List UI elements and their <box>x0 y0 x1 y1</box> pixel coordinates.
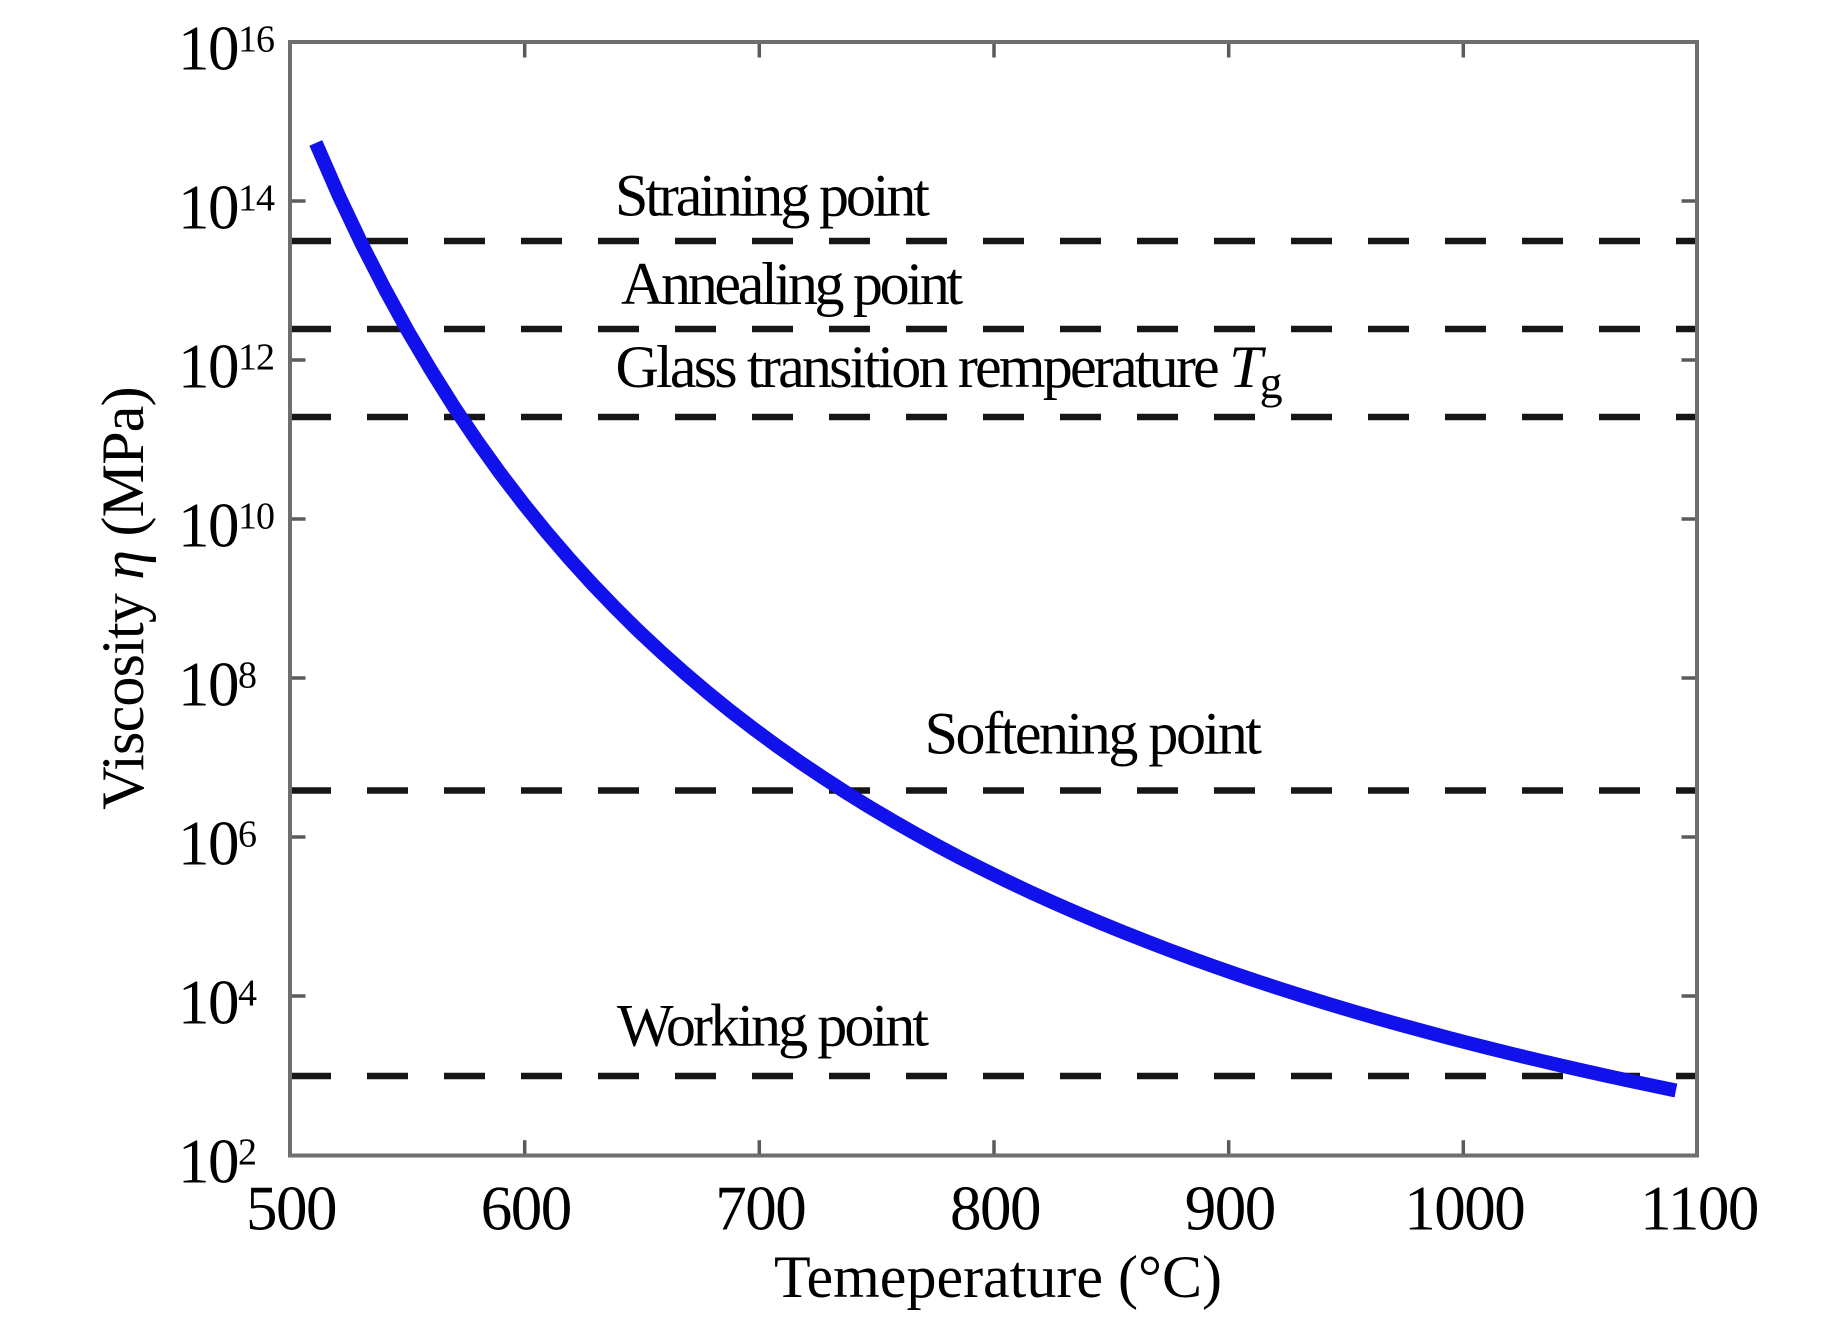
svg-text:4: 4 <box>238 973 257 1015</box>
svg-text:600: 600 <box>481 1174 571 1244</box>
svg-text:900: 900 <box>1185 1174 1275 1244</box>
svg-text:10: 10 <box>178 14 238 84</box>
svg-text:10: 10 <box>178 173 238 243</box>
svg-text:8: 8 <box>238 655 256 697</box>
svg-text:Temeperature (°C): Temeperature (°C) <box>774 1244 1222 1310</box>
svg-text:12: 12 <box>238 337 274 379</box>
svg-text:10: 10 <box>178 809 238 879</box>
svg-text:Working point: Working point <box>617 993 929 1059</box>
svg-text:700: 700 <box>715 1174 805 1244</box>
svg-text:10: 10 <box>178 650 238 720</box>
svg-text:Glass transition remperature T: Glass transition remperature Tg <box>616 334 1283 408</box>
svg-text:10: 10 <box>178 968 238 1038</box>
svg-text:10: 10 <box>178 491 238 561</box>
svg-text:10: 10 <box>178 332 238 402</box>
svg-text:Viscosity η (MPa): Viscosity η (MPa) <box>90 387 156 810</box>
svg-text:1000: 1000 <box>1404 1174 1524 1244</box>
svg-text:6: 6 <box>238 814 256 856</box>
svg-text:10: 10 <box>238 496 274 538</box>
svg-text:500: 500 <box>246 1174 336 1244</box>
svg-text:Softening point: Softening point <box>925 701 1263 767</box>
svg-text:16: 16 <box>238 19 274 61</box>
svg-text:1100: 1100 <box>1640 1174 1758 1244</box>
svg-text:2: 2 <box>238 1132 256 1174</box>
svg-text:10: 10 <box>178 1127 238 1197</box>
svg-text:14: 14 <box>238 178 275 220</box>
svg-text:Straining point: Straining point <box>615 163 930 229</box>
svg-text:Annealing point: Annealing point <box>621 251 963 317</box>
svg-text:800: 800 <box>950 1174 1040 1244</box>
